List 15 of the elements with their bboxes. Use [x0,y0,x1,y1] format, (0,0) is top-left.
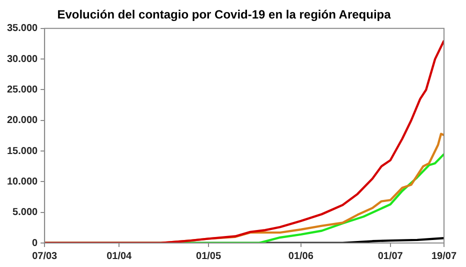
y-tick-label: 20.000 [6,115,38,126]
y-tick-label: 5.000 [12,207,38,218]
x-tick-label: 07/03 [32,250,58,262]
y-tick-label: 10.000 [6,176,38,188]
x-tick-label: 01/06 [288,250,314,262]
x-tick-label: 01/04 [106,250,132,262]
x-tick-label: 01/07 [378,250,404,262]
y-tick-label: 30.000 [6,54,38,65]
y-tick-label: 15.000 [6,146,38,157]
y-tick-label: 35.000 [6,23,38,34]
x-tick-label: 19/07 [431,250,457,262]
y-tick-label: 25.000 [6,84,38,96]
y-tick-label: 0 [32,238,38,249]
chart-title: Evolución del contagio por Covid-19 en la región Arequipa [57,8,392,22]
x-tick-label: 01/05 [196,250,222,262]
